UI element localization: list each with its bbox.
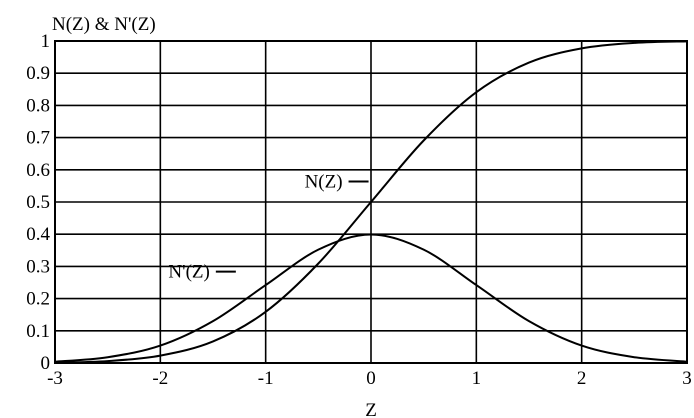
annotation-label: N(Z) — [305, 172, 343, 193]
y-tick-label: 0.4 — [26, 224, 50, 245]
y-tick-label: 0.7 — [26, 128, 50, 149]
y-tick-label: 0.6 — [26, 160, 50, 181]
tick-labels: 0 0.1 0.2 0.3 0.4 0.5 0.6 0.7 0.8 0.9 1 -3 -2 -1 0 1 2 3 — [26, 31, 692, 389]
chart-title: N(Z) & N'(Z) — [52, 14, 156, 35]
x-tick-label: 2 — [577, 368, 587, 389]
x-tick-label: 3 — [682, 368, 692, 389]
y-tick-label: 0.9 — [26, 63, 50, 84]
x-tick-label: -1 — [258, 368, 274, 389]
x-tick-label: -2 — [152, 368, 168, 389]
x-tick-label: -3 — [47, 368, 63, 389]
y-tick-label: 0.2 — [26, 289, 50, 310]
y-tick-label: 0.5 — [26, 192, 50, 213]
x-axis-label: Z — [365, 400, 377, 418]
y-tick-label: 0 — [41, 353, 51, 374]
y-tick-label: 0.1 — [26, 321, 50, 342]
series-line-n-z — [54, 233, 688, 363]
x-tick-label: 0 — [366, 368, 376, 389]
series-lines — [54, 40, 688, 364]
y-tick-label: 0.3 — [26, 256, 50, 277]
annotations: N(Z) N'(Z) — [168, 172, 369, 283]
grid — [54, 40, 688, 364]
annotation-label: N'(Z) — [168, 262, 209, 283]
y-tick-label: 0.8 — [26, 95, 50, 116]
series-line-n-z — [54, 40, 688, 364]
y-tick-label: 1 — [41, 31, 51, 52]
x-tick-label: 1 — [472, 368, 482, 389]
